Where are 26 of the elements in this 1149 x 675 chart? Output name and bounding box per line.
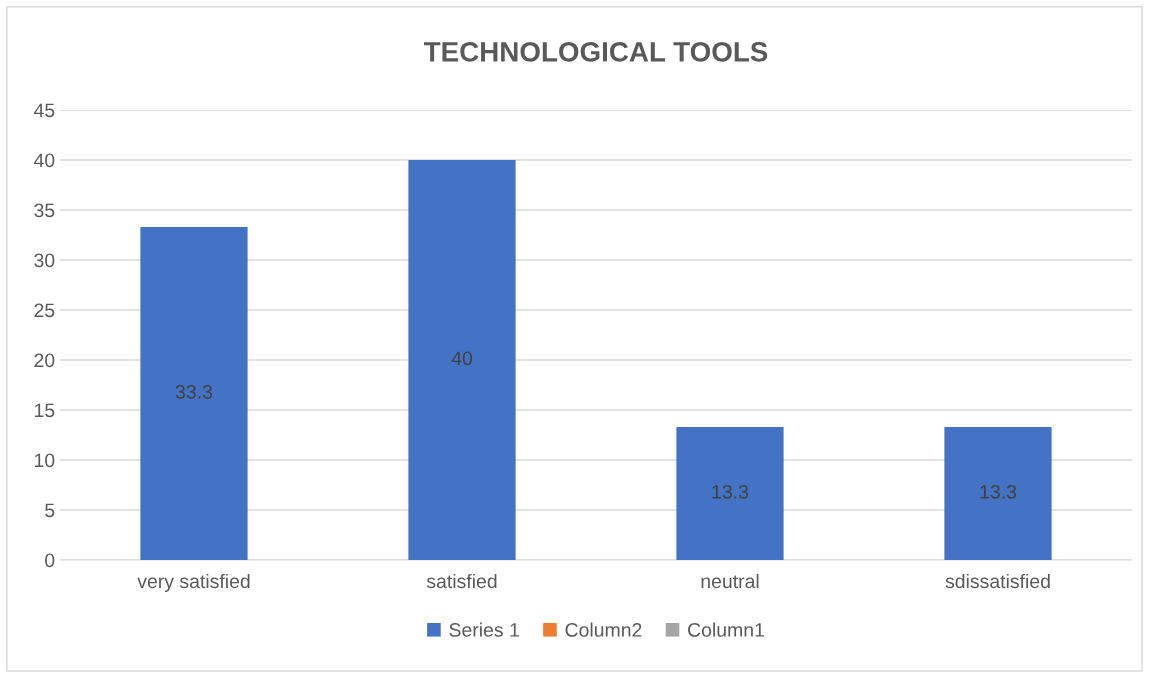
y-tick-label: 40 xyxy=(33,153,55,168)
bar xyxy=(408,160,516,560)
y-tick-label: 15 xyxy=(35,403,55,418)
y-tick-label: 10 xyxy=(35,453,55,468)
bar xyxy=(140,227,248,560)
legend-label: Column1 xyxy=(688,622,764,637)
x-tick-label: neutral xyxy=(701,573,759,589)
x-tick-label: satisfied xyxy=(426,573,497,589)
data-label: 40 xyxy=(451,351,473,366)
x-tick-label: sdissatisfied xyxy=(945,573,1050,589)
y-tick-label: 20 xyxy=(34,353,55,368)
x-tick-label: very satisfied xyxy=(137,573,250,593)
y-tick-label: 0 xyxy=(45,553,55,568)
y-tick-label: 35 xyxy=(34,203,55,218)
data-label: 33.3 xyxy=(175,384,213,399)
y-tick-label: 25 xyxy=(34,303,55,318)
bar xyxy=(676,427,784,560)
y-tick-label: 30 xyxy=(34,253,55,268)
data-label: 13.3 xyxy=(712,484,749,499)
legend-label: Column2 xyxy=(565,622,642,637)
bar xyxy=(944,427,1052,560)
y-tick-label: 5 xyxy=(45,503,55,518)
chart-title: TECHNOLOGICAL TOOLS xyxy=(423,41,768,62)
legend-label: Series 1 xyxy=(449,622,519,637)
data-label: 13.3 xyxy=(980,484,1017,499)
y-tick-label: 45 xyxy=(33,103,55,118)
